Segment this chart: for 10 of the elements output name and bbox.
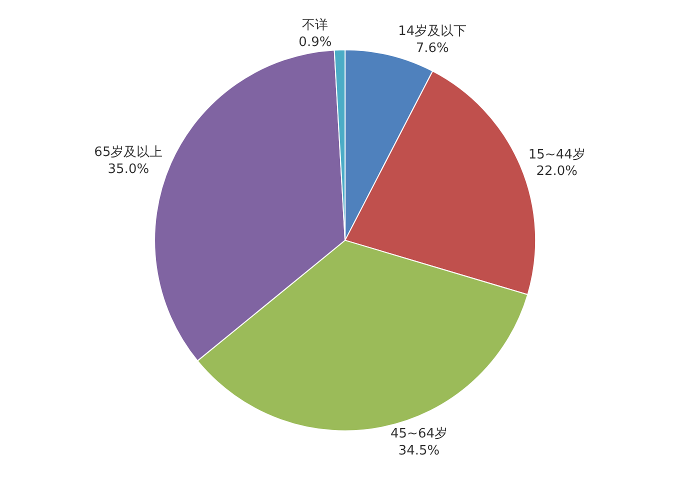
data-label: 7.6% [416,41,449,56]
data-label: 34.5% [398,443,440,458]
data-label: 22.0% [536,164,578,180]
data-label: 0.9% [298,34,332,50]
slice-label: 不详 [302,18,328,33]
slice-label: 14岁及以下 [398,24,467,40]
slice-label: 15~44岁 [528,147,586,162]
slice-label: 45~64岁 [390,426,448,442]
data-label: 35.0% [108,162,150,177]
slice-label: 65岁及以上 [94,144,163,160]
